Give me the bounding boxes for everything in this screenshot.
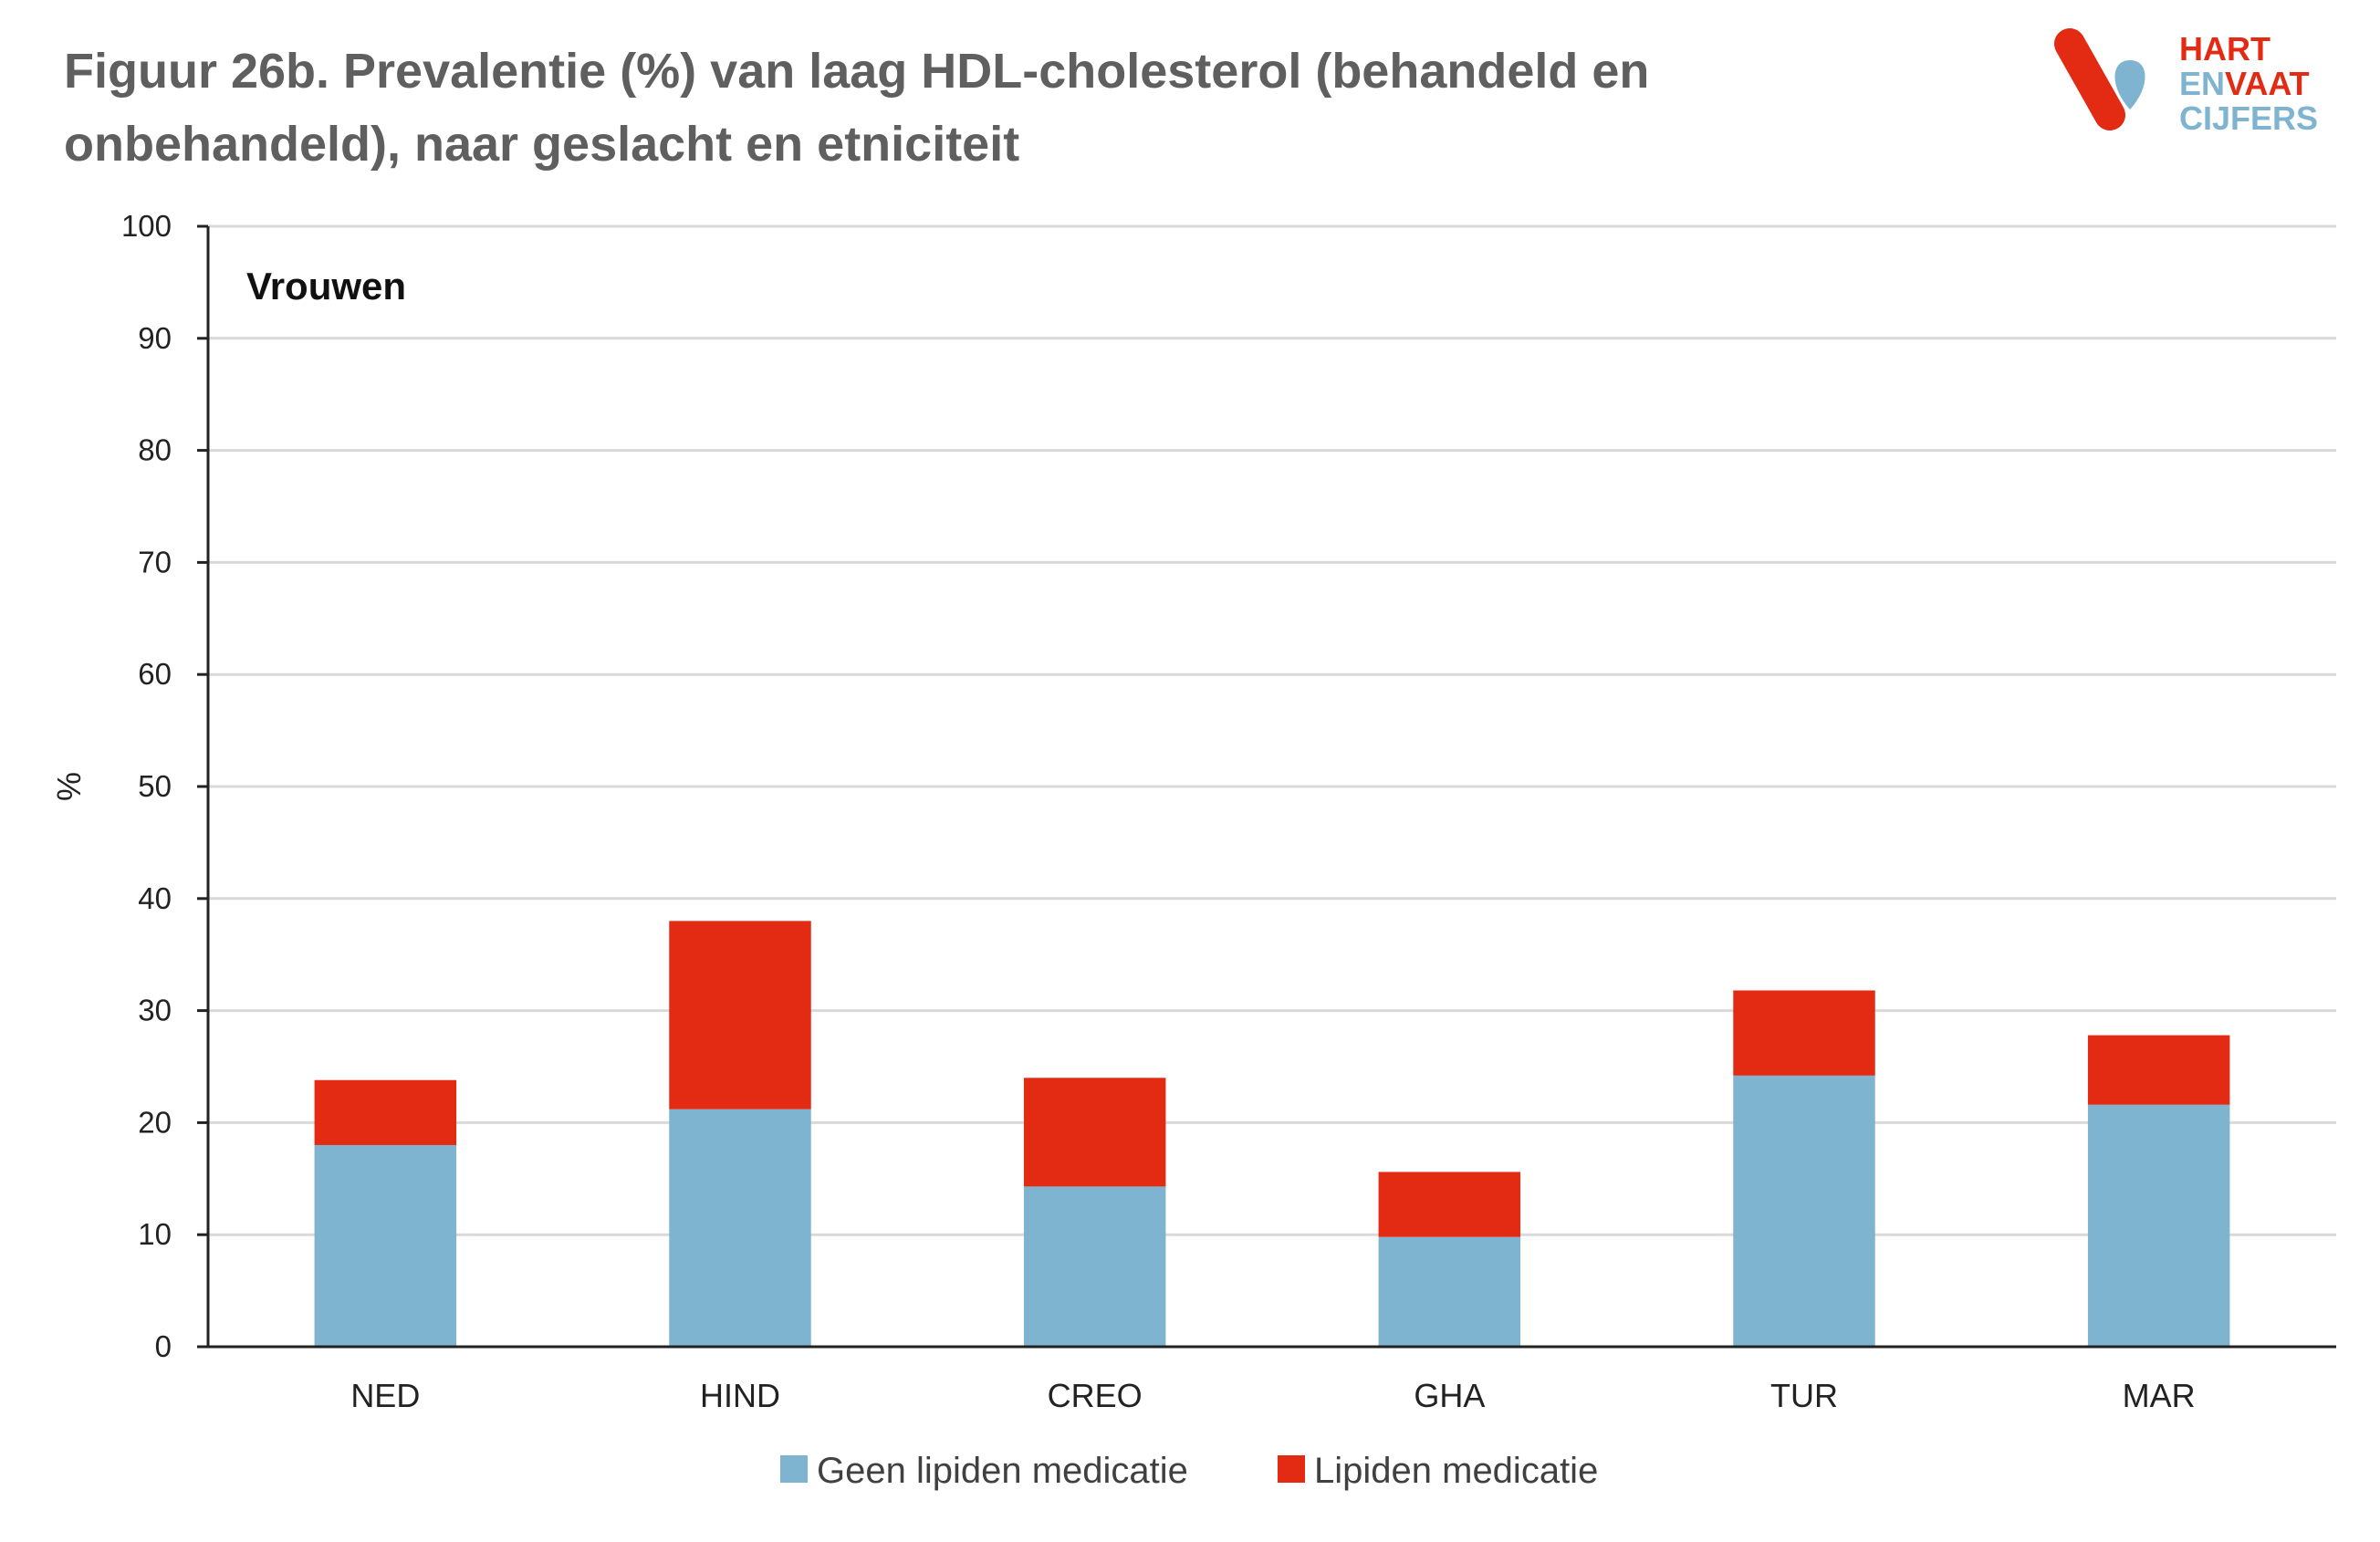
bar-creo-series-2: [1023, 1078, 1166, 1187]
bar-tur-series-1: [1733, 1075, 1875, 1347]
x-tick-label: TUR: [1770, 1377, 1838, 1414]
x-tick-label: GHA: [1414, 1377, 1485, 1414]
bar-hind-series-1: [669, 1109, 811, 1347]
logo-line-1: HART: [2179, 30, 2270, 68]
logo-line-2: ENVAAT: [2179, 65, 2310, 102]
y-tick-label: 20: [138, 1105, 172, 1139]
bar-creo-series-1: [1023, 1186, 1166, 1347]
bar-gha-series-1: [1378, 1236, 1521, 1347]
bar-mar-series-1: [2087, 1104, 2230, 1347]
y-tick-label: 50: [138, 769, 172, 803]
y-tick-label: 0: [155, 1329, 172, 1363]
y-tick-label: 70: [138, 545, 172, 578]
y-tick-labels: 0 10 20 30 40 50 60 70 80 90 100: [121, 209, 172, 1363]
bar-mar-series-2: [2087, 1035, 2230, 1105]
x-tick-label: NED: [350, 1377, 420, 1414]
x-tick-label: MAR: [2123, 1377, 2196, 1414]
y-tick-label: 40: [138, 881, 172, 915]
bar-ned-series-2: [314, 1079, 457, 1145]
legend-swatch-2: [1278, 1455, 1305, 1483]
logo-line-3: CIJFERS: [2179, 99, 2318, 135]
y-tick-label: 80: [138, 433, 172, 467]
gridlines: [197, 224, 2336, 1349]
y-tick-label: 10: [138, 1217, 172, 1251]
bar-gha-series-2: [1378, 1172, 1521, 1237]
logo-line-2b: VAAT: [2225, 65, 2310, 102]
y-axis-label: %: [50, 772, 88, 801]
bar-tur-series-2: [1733, 990, 1875, 1076]
logo-line-2a: EN: [2179, 65, 2225, 102]
chart-title: Figuur 26b. Prevalentie (%) van laag HDL…: [64, 44, 1650, 172]
legend-swatch-1: [780, 1455, 808, 1483]
y-tick-label: 90: [138, 321, 172, 355]
hart-en-vaat-cijfers-logo: HART ENVAAT CIJFERS: [2054, 28, 2318, 135]
x-tick-labels: NED HIND CREO GHA TUR MAR: [350, 1377, 2195, 1414]
legend-label-2: Lipiden medicatie: [1314, 1451, 1598, 1491]
y-tick-label: 100: [121, 209, 172, 243]
x-tick-label: HIND: [700, 1377, 780, 1414]
logo-mark-icon: [2054, 28, 2145, 130]
y-tick-label: 60: [138, 657, 172, 691]
bar-ned-series-1: [314, 1144, 457, 1347]
x-tick-label: CREO: [1048, 1377, 1143, 1414]
bar-hind-series-2: [669, 921, 811, 1110]
axes: [206, 226, 2336, 1349]
panel-label: Vrouwen: [246, 265, 406, 307]
legend: Geen lipiden medicatie Lipiden medicatie: [780, 1451, 1598, 1491]
bars: [314, 921, 2230, 1347]
y-tick-label: 30: [138, 994, 172, 1027]
legend-label-1: Geen lipiden medicatie: [817, 1451, 1188, 1491]
